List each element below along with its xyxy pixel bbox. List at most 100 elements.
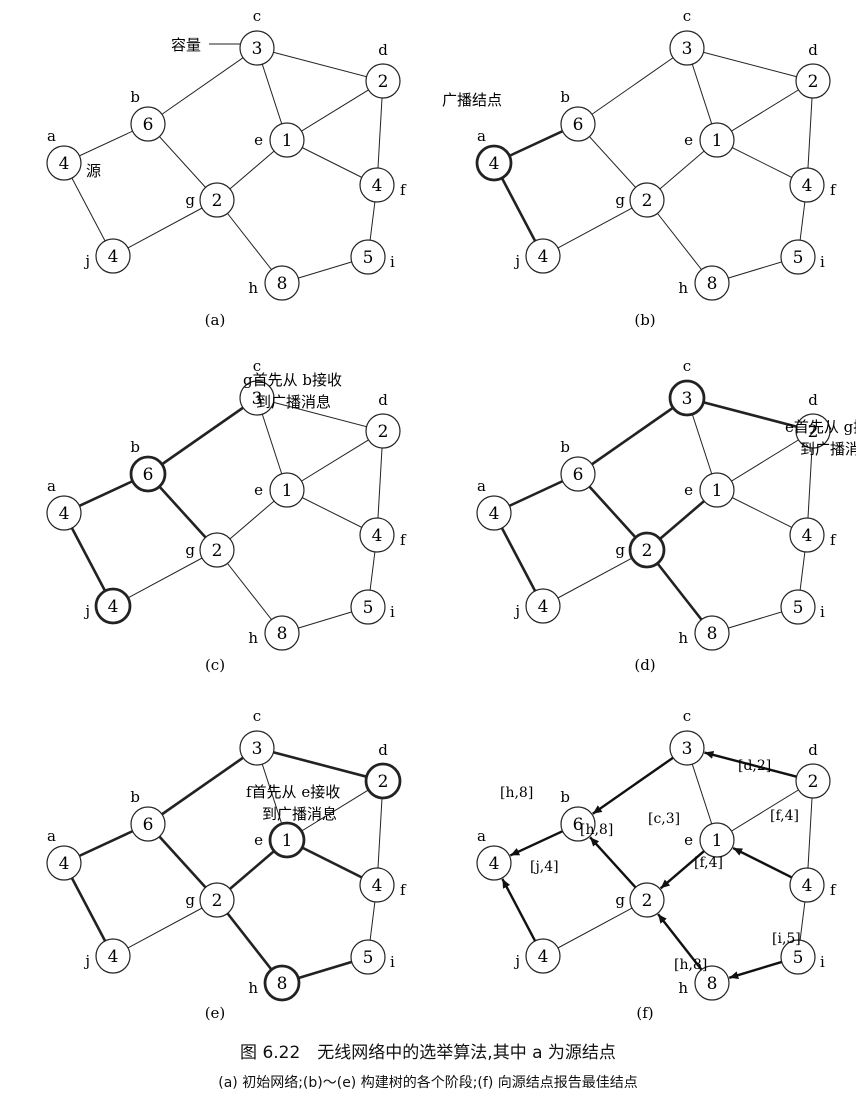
node-d: 2 <box>365 63 401 99</box>
node-f-capacity: 4 <box>372 176 383 196</box>
node-g-capacity: 2 <box>212 541 223 561</box>
node-d: 2 <box>795 413 831 449</box>
annotation-broadcast: 广播结点 <box>442 91 502 109</box>
node-f-label: f <box>400 181 407 199</box>
edge-label: [f,4] <box>694 855 723 871</box>
node-c-label: c <box>253 357 261 375</box>
node-f-capacity: 4 <box>372 876 383 896</box>
node-i-capacity: 5 <box>363 248 374 268</box>
node-h: 8 <box>694 615 730 651</box>
node-b-capacity: 6 <box>573 465 584 485</box>
annotation-e1: e首先从 g接收 <box>785 418 856 436</box>
node-j: 4 <box>95 238 131 274</box>
node-g-label: g <box>185 541 195 559</box>
node-d: 2 <box>795 63 831 99</box>
node-h-capacity: 8 <box>707 974 718 994</box>
node-e-label: e <box>254 831 263 849</box>
node-b: 6 <box>560 806 596 842</box>
node-h: 8 <box>694 265 730 301</box>
node-i: 5 <box>350 589 386 625</box>
edge-g-j <box>112 199 218 257</box>
node-e: 1 <box>699 472 735 508</box>
arrow-f-to-e <box>732 846 793 879</box>
node-b-label: b <box>560 788 570 806</box>
node-h: 8 <box>264 615 300 651</box>
node-f-capacity: 4 <box>802 176 813 196</box>
node-i-capacity: 5 <box>793 248 804 268</box>
node-e: 1 <box>699 122 735 158</box>
node-a: 4 <box>476 845 512 881</box>
node-e-label: e <box>684 481 693 499</box>
annotation-g1: g首先从 b接收 <box>243 371 342 389</box>
node-c: 3 <box>669 730 705 766</box>
node-i-capacity: 5 <box>793 948 804 968</box>
panel-label-b: (b) <box>634 311 655 329</box>
node-h-capacity: 8 <box>277 274 288 294</box>
edge-b-c <box>147 396 258 476</box>
node-g: 2 <box>629 882 665 918</box>
node-i-label: i <box>820 953 825 971</box>
node-a-label: a <box>477 477 486 495</box>
node-g-label: g <box>615 541 625 559</box>
node-d-label: d <box>808 391 818 409</box>
node-g-capacity: 2 <box>642 191 653 211</box>
edge-d-e <box>716 780 814 841</box>
node-c-capacity: 3 <box>252 739 263 759</box>
node-i: 5 <box>350 939 386 975</box>
annotation-source: 源 <box>86 162 101 180</box>
arrow-e-to-g <box>659 850 705 890</box>
node-b: 6 <box>129 455 167 493</box>
edge-c-d <box>256 397 384 432</box>
node-h-label: h <box>678 629 688 647</box>
node-a: 4 <box>46 845 82 881</box>
arrow-b-to-a <box>509 830 564 857</box>
node-h-capacity: 8 <box>277 624 288 644</box>
node-a-label: a <box>47 477 56 495</box>
node-b-label: b <box>560 88 570 106</box>
node-g-label: g <box>185 891 195 909</box>
node-d-capacity: 2 <box>378 772 389 792</box>
panel-label-a: (a) <box>205 311 226 329</box>
edge-d-e <box>716 430 814 491</box>
figure-caption-title: 图 6.22 无线网络中的选举算法,其中 a 为源结点 <box>240 1043 616 1063</box>
node-g-label: g <box>185 191 195 209</box>
node-b: 6 <box>560 456 596 492</box>
edge-label: [h,8] <box>500 785 533 801</box>
node-e-capacity: 1 <box>282 831 293 851</box>
arrow-d-to-c <box>704 750 797 778</box>
node-a: 4 <box>475 144 513 182</box>
node-g: 2 <box>199 182 235 218</box>
annotation-g2: 到广播消息 <box>256 393 331 411</box>
edge-label: [c,3] <box>648 811 680 827</box>
node-h-label: h <box>248 629 258 647</box>
edge-b-c <box>147 746 258 826</box>
edge-b-c <box>577 47 688 125</box>
node-i-label: i <box>390 253 395 271</box>
node-c-label: c <box>683 707 691 725</box>
node-f: 4 <box>789 867 825 903</box>
edge-g-j <box>542 199 648 257</box>
panel-label-c: (c) <box>205 656 225 674</box>
edge-d-e <box>286 780 384 841</box>
node-e-capacity: 1 <box>712 131 723 151</box>
node-b-capacity: 6 <box>143 815 154 835</box>
node-c-capacity: 3 <box>252 389 263 409</box>
node-i-capacity: 5 <box>363 948 374 968</box>
node-c-label: c <box>683 7 691 25</box>
node-a-capacity: 4 <box>489 154 500 174</box>
arrow-i-to-h <box>728 960 783 980</box>
node-c-capacity: 3 <box>252 39 263 59</box>
node-j: 4 <box>95 938 131 974</box>
node-h-capacity: 8 <box>707 274 718 294</box>
node-c: 3 <box>239 30 275 66</box>
node-f: 4 <box>359 517 395 553</box>
node-b-capacity: 6 <box>143 115 154 135</box>
node-g: 2 <box>199 882 235 918</box>
node-e: 1 <box>699 822 735 858</box>
node-f-label: f <box>830 181 837 199</box>
node-g-capacity: 2 <box>642 891 653 911</box>
node-d-capacity: 2 <box>378 422 389 442</box>
node-a-capacity: 4 <box>489 854 500 874</box>
